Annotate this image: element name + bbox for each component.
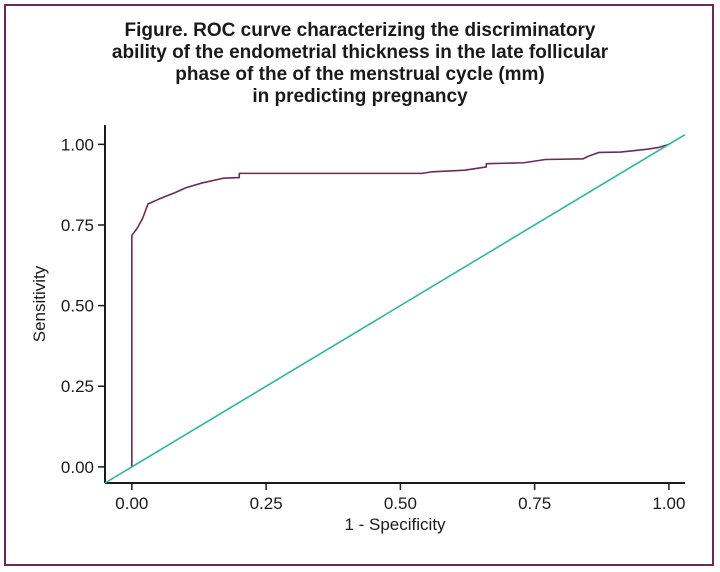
axes — [104, 125, 685, 484]
y-tick-label: 1.00 — [61, 135, 94, 154]
x-tick-label: 0.00 — [115, 494, 148, 513]
y-tick-label: 0.75 — [61, 216, 94, 235]
y-tick-label: 0.25 — [61, 377, 94, 396]
x-axis-label: 1 - Specificity — [344, 515, 446, 534]
roc-curve-line — [131, 143, 670, 467]
series-layer — [104, 133, 686, 484]
reference-diagonal-line — [104, 133, 686, 484]
y-tick-label: 0.50 — [61, 297, 94, 316]
y-ticks: 0.00 0.25 0.50 0.75 1.00 — [61, 135, 105, 477]
chart-title-line-1: Figure. ROC curve characterizing the dis… — [124, 20, 596, 41]
y-axis-label: Sensitivity — [30, 265, 49, 342]
chart-title-line-4: in predicting pregnancy — [252, 86, 468, 107]
x-tick-label: 1.00 — [652, 494, 685, 513]
x-tick-label: 0.75 — [518, 494, 551, 513]
chart-title-line-3: phase of the of the menstrual cycle (mm) — [175, 64, 545, 85]
x-tick-label: 0.25 — [250, 494, 283, 513]
y-tick-label: 0.00 — [61, 458, 94, 477]
chart-title: Figure. ROC curve characterizing the dis… — [0, 20, 720, 108]
x-ticks: 0.00 0.25 0.50 0.75 1.00 — [115, 483, 685, 513]
x-tick-label: 0.50 — [384, 494, 417, 513]
chart-title-line-2: ability of the endometrial thickness in … — [111, 42, 609, 63]
